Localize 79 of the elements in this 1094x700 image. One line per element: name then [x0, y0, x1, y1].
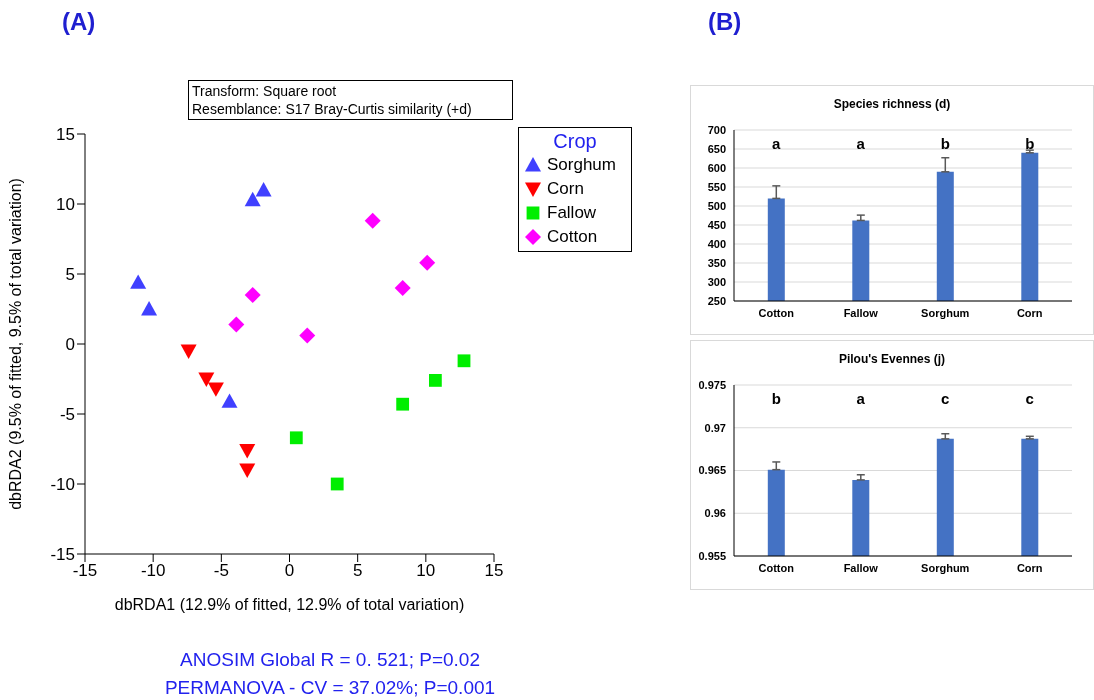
y-tick-label: 700: [707, 123, 726, 136]
text: ANOSIM Global R = 0. 521; P=0.02: [179, 648, 481, 672]
point: [396, 397, 410, 411]
x-tick-label: 5: [352, 561, 363, 581]
y-tick-label: 300: [707, 275, 726, 288]
point: [419, 254, 436, 271]
y-tick-label: 650: [707, 142, 726, 155]
annotation: b: [770, 390, 782, 407]
point: [198, 372, 215, 387]
annotation: a: [771, 135, 782, 152]
point: [130, 274, 147, 289]
x-tick-label: Cotton: [758, 306, 795, 319]
x-tick-label: 10: [416, 561, 436, 581]
chart-title: Pilou's Evennes (j): [837, 352, 947, 366]
chart-title: Species richness (d): [832, 97, 952, 111]
y-axis-title: dbRDA2 (9.5% of fitted, 9.5% of total variation): [6, 178, 24, 510]
point: [299, 327, 316, 344]
y-tick-label: 0.955: [698, 549, 726, 562]
point: [394, 280, 411, 296]
point: [228, 316, 245, 333]
y-tick-label: 450: [707, 218, 726, 231]
y-tick-label: 0.975: [698, 378, 726, 391]
point: [428, 374, 442, 387]
x-tick-label: 0: [284, 561, 295, 581]
x-tick-label: -10: [140, 561, 166, 581]
point: [239, 444, 256, 459]
x-tick-label: 15: [484, 561, 504, 581]
point: [330, 477, 344, 491]
y-tick-label: 10: [56, 195, 75, 215]
legend-label: Cotton: [547, 226, 598, 248]
y-tick-label: 5: [65, 265, 75, 285]
annotation: a: [855, 135, 866, 152]
y-tick-label: 400: [707, 237, 726, 250]
point: [244, 191, 261, 207]
point: [364, 212, 381, 229]
y-tick-label: 350: [707, 256, 726, 269]
x-axis-title: dbRDA1 (12.9% of fitted, 12.9% of total variation): [114, 596, 465, 613]
x-tick-label: Fallow: [843, 306, 879, 319]
annotation: c: [1024, 390, 1035, 407]
annotation: b: [1024, 135, 1036, 152]
annotation: c: [940, 390, 951, 407]
x-tick-label: Corn: [1016, 561, 1043, 574]
x-tick-label: Corn: [1016, 306, 1043, 319]
y-tick-label: 0: [65, 335, 75, 355]
annotation: a: [855, 390, 866, 407]
y-tick-label: 15: [56, 125, 75, 145]
y-tick-label: 0.96: [704, 507, 726, 520]
chart-title: (A): [62, 8, 96, 36]
point: [457, 354, 471, 368]
text: Resemblance: S17 Bray-Curtis similarity (+d): [192, 100, 473, 118]
x-tick-label: Sorghum: [921, 561, 970, 574]
legend-title: Crop: [552, 130, 598, 153]
x-tick-label: Cotton: [758, 561, 795, 574]
legend-label: Fallow: [547, 202, 597, 224]
x-tick-label: Fallow: [843, 561, 879, 574]
point: [239, 463, 256, 478]
point: [180, 344, 197, 359]
point: [221, 393, 238, 408]
point: [207, 382, 224, 397]
legend-label: Sorghum: [547, 154, 616, 176]
x-tick-label: -5: [213, 561, 229, 581]
point: [244, 287, 261, 303]
y-tick-label: 600: [707, 161, 726, 174]
point: [255, 182, 272, 197]
y-tick-label: 0.97: [704, 421, 726, 434]
y-tick-label: 550: [707, 180, 726, 193]
legend-label: Corn: [547, 178, 584, 200]
text: PERMANOVA - CV = 37.02%; P=0.001: [163, 676, 497, 700]
point: [289, 431, 303, 445]
y-tick-label: 250: [707, 294, 726, 307]
y-tick-label: 500: [707, 199, 726, 212]
y-tick-label: 0.965: [698, 464, 726, 477]
y-tick-label: -10: [50, 475, 75, 495]
x-tick-label: Sorghum: [921, 306, 970, 319]
annotation: b: [939, 135, 951, 152]
y-tick-label: -5: [59, 405, 75, 425]
point: [141, 301, 158, 316]
text: Transform: Square root: [192, 82, 338, 100]
text: (B): [708, 8, 742, 36]
